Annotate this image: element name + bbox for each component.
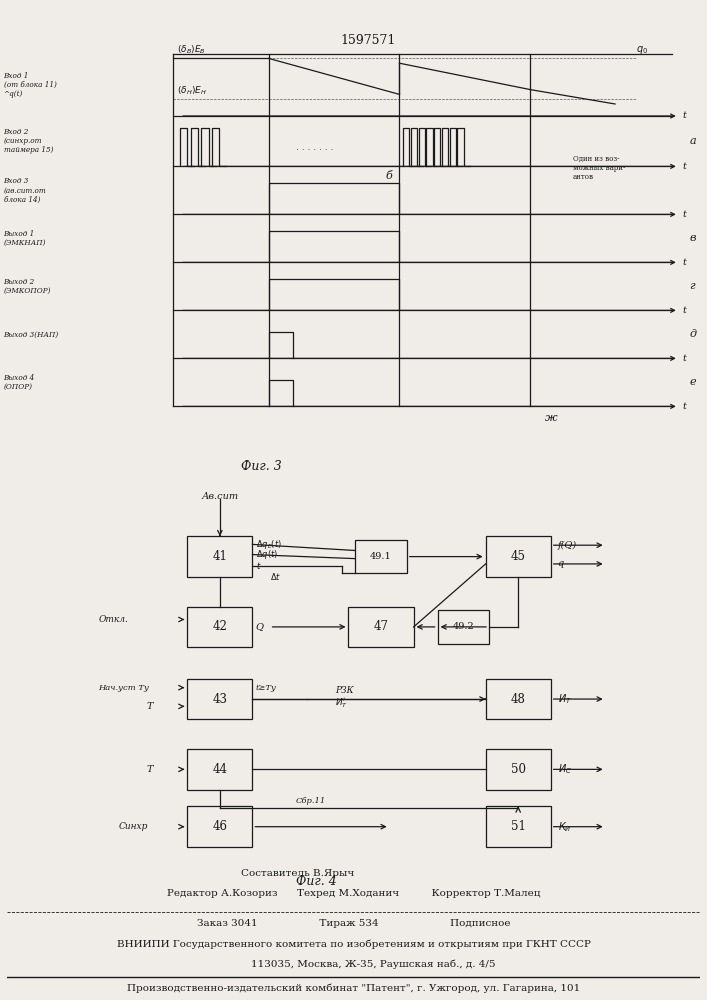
Text: 50: 50 <box>510 763 526 776</box>
Text: Ав.сит: Ав.сит <box>201 492 238 501</box>
Text: Т: Т <box>146 702 153 711</box>
Text: $\Delta q_E(t)$: $\Delta q_E(t)$ <box>256 538 282 551</box>
Text: 45: 45 <box>510 550 526 563</box>
Text: Заказ 3041                   Тираж 534                      Подписное: Заказ 3041 Тираж 534 Подписное <box>197 919 510 928</box>
Bar <box>486 749 551 790</box>
Text: $И_С$: $И_С$ <box>558 762 572 776</box>
Bar <box>187 749 252 790</box>
Bar <box>187 536 252 577</box>
Text: . . . . . . .: . . . . . . . <box>296 143 333 152</box>
Text: 43: 43 <box>212 693 228 706</box>
Text: t: t <box>682 402 686 411</box>
Text: 46: 46 <box>212 820 228 833</box>
Text: Выход 4
(ОПОР): Выход 4 (ОПОР) <box>4 374 35 391</box>
Text: д: д <box>689 329 696 339</box>
Text: t: t <box>682 306 686 315</box>
Text: б: б <box>385 171 392 181</box>
Text: Вход 3
(ав.сит.от
блока 14): Вход 3 (ав.сит.от блока 14) <box>4 177 46 204</box>
Text: Редактор А.Козориз      Техред М.Ходанич          Корректор Т.Малец: Редактор А.Козориз Техред М.Ходанич Корр… <box>167 889 540 898</box>
Text: Q: Q <box>256 622 264 631</box>
Text: Синхр: Синхр <box>119 822 148 831</box>
Text: t: t <box>682 162 686 171</box>
Bar <box>349 607 414 647</box>
Text: 44: 44 <box>212 763 228 776</box>
Text: t: t <box>682 258 686 267</box>
Text: а: а <box>689 136 696 146</box>
Text: 51: 51 <box>510 820 525 833</box>
Text: Т: Т <box>146 765 153 774</box>
Text: Выход 3(НАП): Выход 3(НАП) <box>4 330 59 338</box>
Text: Один из воз-
можных вари-
антов: Один из воз- можных вари- антов <box>573 154 625 181</box>
Text: 113035, Москва, Ж-35, Раушская наб., д. 4/5: 113035, Москва, Ж-35, Раушская наб., д. … <box>212 960 495 969</box>
Bar <box>356 540 407 573</box>
Text: $t$: $t$ <box>256 560 262 571</box>
Text: 48: 48 <box>510 693 525 706</box>
Text: 47: 47 <box>373 620 389 633</box>
Text: $И_Т$: $И_Т$ <box>558 692 571 706</box>
Text: q: q <box>558 559 564 568</box>
Text: в: в <box>689 233 696 243</box>
Text: t≥Ty: t≥Ty <box>256 684 276 692</box>
Text: t: t <box>682 210 686 219</box>
Text: t: t <box>682 354 686 363</box>
Bar <box>486 536 551 577</box>
Text: 1597571: 1597571 <box>340 34 395 47</box>
Text: ВНИИПИ Государственного комитета по изобретениям и открытиям при ГКНТ СССР: ВНИИПИ Государственного комитета по изоб… <box>117 939 590 949</box>
Text: Составитель В.Ярыч: Составитель В.Ярыч <box>242 869 355 878</box>
Text: г: г <box>689 281 695 291</box>
Text: Вход 1
(от блока 11)
^q(t): Вход 1 (от блока 11) ^q(t) <box>4 72 57 98</box>
Text: Фиг. 3: Фиг. 3 <box>241 460 282 473</box>
Text: t: t <box>682 111 686 120</box>
Text: Нач.уст Ту: Нач.уст Ту <box>98 684 149 692</box>
Text: $\Delta t$: $\Delta t$ <box>269 571 281 582</box>
Text: $(\delta_B)E_B$: $(\delta_B)E_B$ <box>177 43 206 56</box>
Text: $И_Т^{\prime}$: $И_Т^{\prime}$ <box>334 696 348 710</box>
Text: е: е <box>689 377 696 387</box>
Text: 42: 42 <box>212 620 228 633</box>
Bar <box>438 610 489 644</box>
Bar <box>486 806 551 847</box>
Text: $(\delta_H)E_H$: $(\delta_H)E_H$ <box>177 84 206 97</box>
Text: РЗК: РЗК <box>334 686 354 695</box>
Text: $q_0$: $q_0$ <box>636 44 648 56</box>
Text: $\Delta q(t)$: $\Delta q(t)$ <box>256 548 278 561</box>
Text: ж: ж <box>545 413 558 423</box>
Text: Вход 2
(синхр.от
таймера 15): Вход 2 (синхр.от таймера 15) <box>4 128 53 154</box>
Bar <box>187 806 252 847</box>
Text: Выход 2
(ЭМКОПОР): Выход 2 (ЭМКОПОР) <box>4 278 51 295</box>
Text: f(Q): f(Q) <box>558 541 577 550</box>
Text: $К_И$: $К_И$ <box>558 820 571 834</box>
Text: Фиг. 4: Фиг. 4 <box>296 875 337 888</box>
Text: 49.1: 49.1 <box>370 552 392 561</box>
Text: Выход 1
(ЭМКНАП): Выход 1 (ЭМКНАП) <box>4 230 46 247</box>
Bar <box>486 679 551 719</box>
Bar <box>187 679 252 719</box>
Text: 49.2: 49.2 <box>452 622 474 631</box>
Text: Сбр.11: Сбр.11 <box>296 797 326 805</box>
Text: Производственно-издательский комбинат "Патент", г. Ужгород, ул. Гагарина, 101: Производственно-издательский комбинат "П… <box>127 984 580 993</box>
Text: 41: 41 <box>212 550 228 563</box>
Text: Откл.: Откл. <box>98 615 128 624</box>
Bar <box>187 607 252 647</box>
